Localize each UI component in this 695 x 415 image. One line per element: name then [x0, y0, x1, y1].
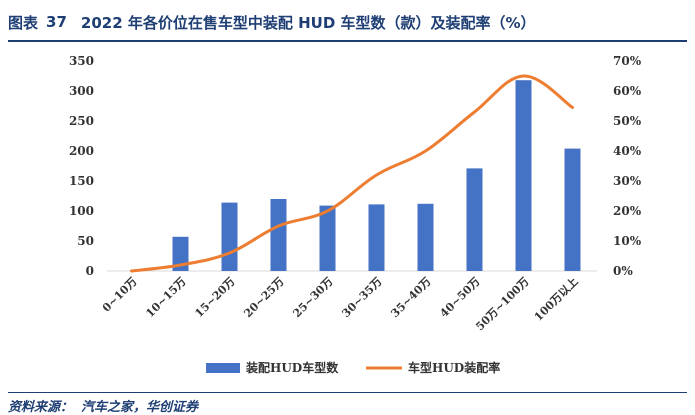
right-tick-label: 40%	[613, 144, 642, 158]
x-tick-label: 30~35万	[339, 275, 384, 320]
legend: 装配HUD车型数 车型HUD装配率	[206, 360, 500, 375]
figure-label: 图表	[8, 13, 39, 32]
right-tick-label: 50%	[613, 114, 642, 128]
left-tick-label: 200	[69, 144, 94, 158]
bar	[368, 204, 385, 271]
bar	[172, 236, 189, 271]
right-tick-label: 10%	[613, 234, 642, 248]
x-tick-label: 35~40万	[388, 275, 433, 320]
x-tick-label: 15~20万	[192, 275, 237, 320]
x-tick-label: 40~50万	[437, 275, 482, 320]
x-tick-label: 10~15万	[143, 275, 188, 320]
bar	[466, 168, 483, 271]
x-tick-label: 20~25万	[241, 275, 286, 320]
right-tick-label: 60%	[613, 84, 642, 98]
bar	[515, 80, 532, 271]
bar-series	[172, 80, 581, 271]
title-rule	[8, 40, 687, 42]
source-note: 资料来源： 汽车之家，华创证券	[8, 396, 198, 415]
figure-title: 图表 37 2022 年各价位在售车型中装配 HUD 车型数（款）及装配率（%）	[8, 8, 687, 36]
left-tick-label: 300	[69, 84, 94, 98]
bar	[564, 148, 581, 271]
bar	[221, 202, 238, 271]
left-tick-label: 250	[69, 114, 94, 128]
legend-bar-label: 装配HUD车型数	[245, 360, 339, 375]
footer-rule	[8, 392, 687, 393]
left-tick-label: 50	[77, 234, 94, 248]
left-axis: 0 50 100 150 200 250 300 350	[69, 54, 94, 278]
legend-bar-swatch	[206, 363, 240, 373]
rate-line	[130, 74, 574, 273]
bar	[319, 205, 336, 271]
x-tick-label: 100万以上	[531, 274, 580, 323]
right-tick-label: 30%	[613, 174, 642, 188]
figure-title-text: 2022 年各价位在售车型中装配 HUD 车型数（款）及装配率（%）	[80, 13, 536, 32]
right-tick-label: 70%	[613, 54, 642, 68]
left-tick-label: 0	[86, 264, 94, 278]
right-tick-label: 0%	[613, 264, 633, 278]
right-axis: 0% 10% 20% 30% 40% 50% 60% 70%	[613, 54, 642, 278]
left-tick-label: 100	[69, 204, 94, 218]
x-tick-label: 25~30万	[290, 275, 335, 320]
bar	[417, 203, 434, 271]
bar	[270, 199, 287, 271]
x-tick-label: 0~10万	[100, 275, 140, 315]
left-tick-label: 150	[69, 174, 94, 188]
left-tick-label: 350	[69, 54, 94, 68]
x-axis-labels: 0~10万 10~15万 15~20万 20~25万 25~30万 30~35万 35~40…	[100, 274, 581, 333]
legend-line-label: 车型HUD装配率	[408, 360, 500, 375]
figure-number: 37	[46, 13, 67, 31]
right-tick-label: 20%	[613, 204, 642, 218]
line-series	[130, 74, 574, 273]
